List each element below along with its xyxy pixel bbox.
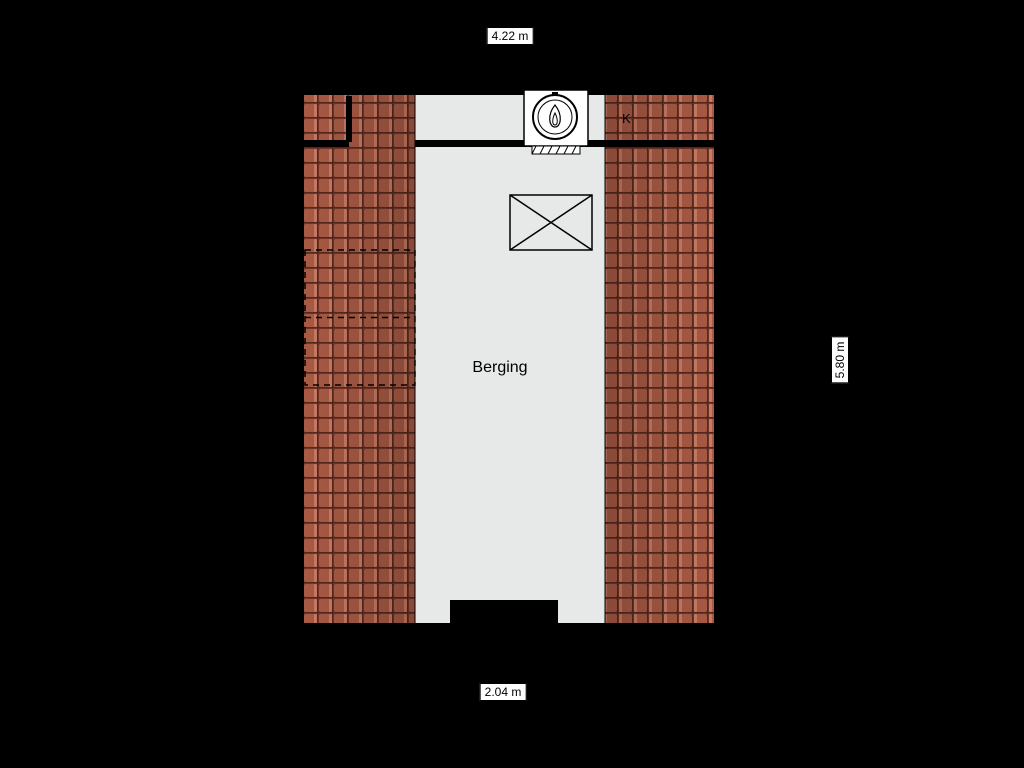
dimension-bottom: 2.04 m (480, 683, 527, 701)
floor-plan: K (0, 0, 1024, 768)
svg-text:K: K (622, 111, 631, 126)
dimension-top: 4.22 m (487, 27, 534, 45)
room-label-berging: Berging (472, 359, 527, 377)
dimension-right: 5.80 m (831, 337, 849, 384)
